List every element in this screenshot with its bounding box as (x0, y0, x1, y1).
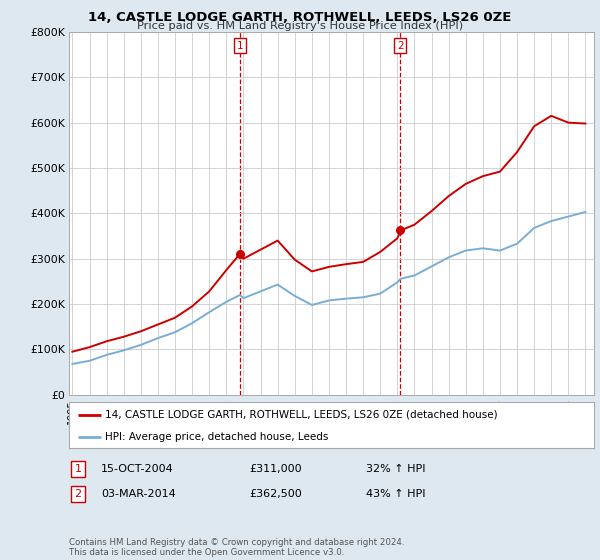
Text: 14, CASTLE LODGE GARTH, ROTHWELL, LEEDS, LS26 0ZE: 14, CASTLE LODGE GARTH, ROTHWELL, LEEDS,… (88, 11, 512, 24)
Text: 32% ↑ HPI: 32% ↑ HPI (366, 464, 425, 474)
Text: 2: 2 (397, 40, 404, 50)
Text: Contains HM Land Registry data © Crown copyright and database right 2024.
This d: Contains HM Land Registry data © Crown c… (69, 538, 404, 557)
Text: 43% ↑ HPI: 43% ↑ HPI (366, 489, 425, 499)
Text: 15-OCT-2004: 15-OCT-2004 (101, 464, 173, 474)
Text: 2: 2 (74, 489, 82, 499)
Text: 03-MAR-2014: 03-MAR-2014 (101, 489, 176, 499)
Text: 1: 1 (236, 40, 243, 50)
Text: HPI: Average price, detached house, Leeds: HPI: Average price, detached house, Leed… (105, 432, 328, 441)
Text: £311,000: £311,000 (249, 464, 302, 474)
Text: £362,500: £362,500 (249, 489, 302, 499)
Text: Price paid vs. HM Land Registry's House Price Index (HPI): Price paid vs. HM Land Registry's House … (137, 21, 463, 31)
Text: 14, CASTLE LODGE GARTH, ROTHWELL, LEEDS, LS26 0ZE (detached house): 14, CASTLE LODGE GARTH, ROTHWELL, LEEDS,… (105, 410, 497, 420)
Text: 1: 1 (74, 464, 82, 474)
